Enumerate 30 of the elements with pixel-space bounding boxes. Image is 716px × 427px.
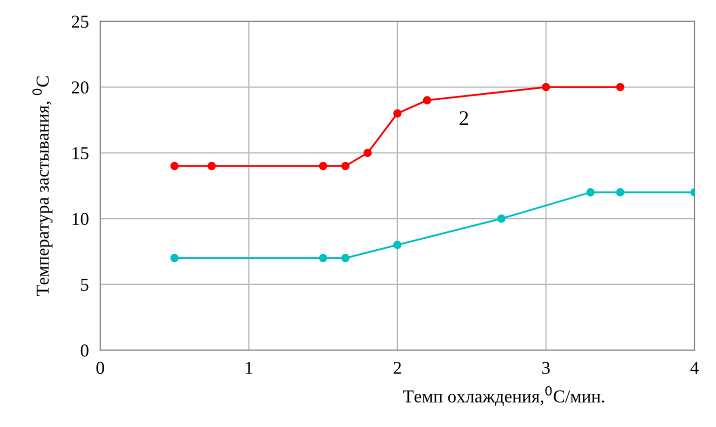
point bbox=[616, 188, 624, 196]
point bbox=[393, 240, 402, 250]
y-tick-label: 25 bbox=[72, 16, 88, 28]
y-axis-title: Температура застывания, $^{0}$С bbox=[32, 76, 52, 296]
y-tick-label: 5 bbox=[81, 278, 88, 291]
y-tick-label: 10 bbox=[72, 212, 88, 226]
point bbox=[318, 254, 328, 262]
x-tick-label: 3 bbox=[542, 362, 550, 374]
x-tick-label: 4 bbox=[690, 362, 699, 374]
point bbox=[208, 162, 216, 170]
point bbox=[542, 82, 550, 92]
y-tick-label: 0 bbox=[80, 344, 88, 357]
point bbox=[422, 96, 432, 104]
point bbox=[364, 148, 372, 158]
x-tick-label: 0 bbox=[96, 362, 104, 374]
point bbox=[393, 109, 402, 118]
point bbox=[586, 188, 595, 196]
x-tick-label: 1 bbox=[246, 362, 252, 374]
x-axis-title: Темп охлаждения,$^{0}$С/мин. bbox=[403, 386, 604, 406]
point bbox=[616, 82, 624, 92]
point bbox=[341, 254, 350, 262]
point bbox=[341, 162, 350, 170]
point bbox=[318, 162, 328, 170]
point bbox=[170, 254, 179, 262]
y-tick-label: 20 bbox=[72, 81, 88, 94]
x-tick-label: 2 bbox=[394, 362, 401, 374]
y-tick-label: 15 bbox=[72, 147, 88, 160]
annotation: 2 bbox=[460, 111, 468, 125]
point bbox=[170, 162, 179, 170]
point bbox=[497, 214, 506, 223]
